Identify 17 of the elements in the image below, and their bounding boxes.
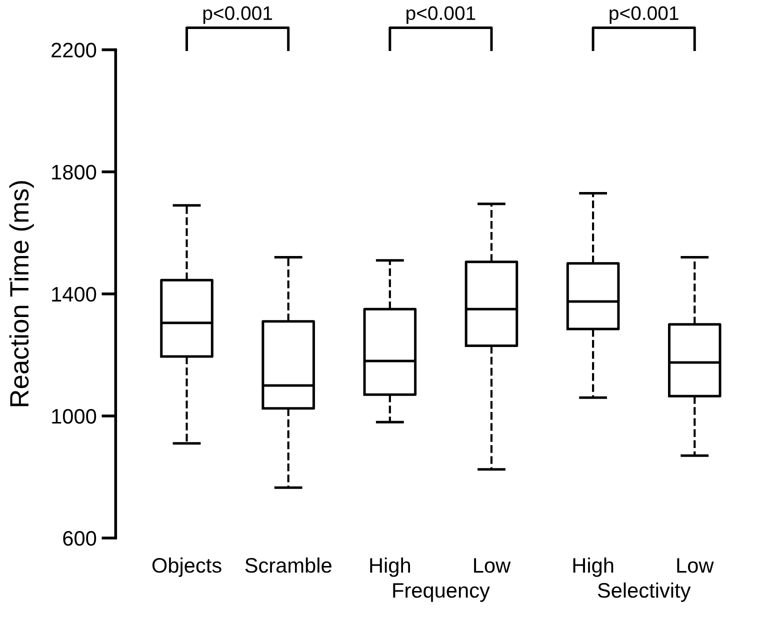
x-tick-label: Low [474, 558, 511, 573]
y-tick-label: 1400 [52, 286, 96, 302]
y-tick-label: 1000 [52, 408, 96, 424]
x-tick-label: High [370, 557, 410, 577]
x-tick-label: Scramble [245, 557, 332, 573]
y-tick-label: 2200 [52, 42, 96, 58]
y-axis-title: Reaction Time (ms) [9, 181, 34, 406]
text: p<0.001 [203, 6, 272, 24]
x-tick-label: Low [677, 558, 714, 573]
text: p<0.001 [406, 6, 476, 24]
text: p<0.001 [610, 6, 678, 24]
y-tick-label: 1800 [52, 164, 96, 180]
y-tick-label: 600 [63, 531, 96, 546]
text: Selectivity [598, 582, 691, 602]
x-tick-label: Objects [152, 557, 222, 577]
x-tick-label: High [573, 557, 614, 577]
text: Frequency [393, 583, 490, 602]
